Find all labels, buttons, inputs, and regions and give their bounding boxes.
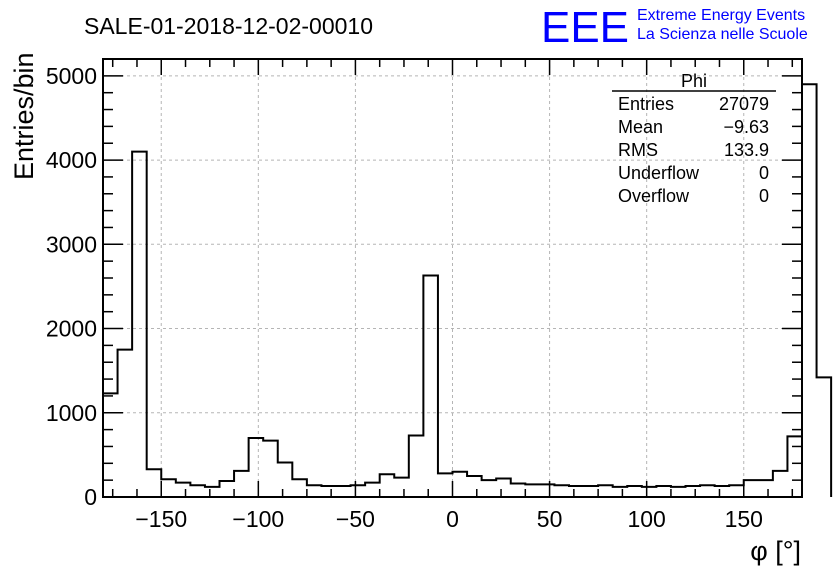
logo-text: EEE bbox=[541, 3, 629, 52]
x-tick-label: −150 bbox=[135, 506, 187, 532]
histogram-bin bbox=[584, 486, 599, 497]
y-tick-label: 1000 bbox=[46, 400, 97, 426]
histogram-bin bbox=[205, 487, 220, 497]
histogram-bin bbox=[438, 473, 453, 497]
histogram-bin bbox=[613, 487, 628, 497]
histogram-bin bbox=[758, 480, 773, 497]
x-tick-label: −100 bbox=[232, 506, 284, 532]
histogram-bin bbox=[278, 462, 293, 497]
stats-row-label: Overflow bbox=[618, 186, 690, 206]
histogram-bin bbox=[351, 485, 366, 497]
histogram-bin bbox=[642, 487, 657, 497]
histogram-bin bbox=[569, 486, 584, 497]
histogram-bin bbox=[380, 474, 395, 497]
histogram-bin bbox=[482, 480, 497, 497]
histogram-bin bbox=[525, 484, 540, 497]
histogram-bin bbox=[365, 483, 380, 497]
histogram-bin bbox=[744, 480, 759, 497]
histogram-bin bbox=[671, 487, 686, 497]
chart-title: SALE-01-2018-12-02-00010 bbox=[84, 13, 373, 39]
histogram-bin bbox=[787, 436, 802, 497]
x-tick-label: 50 bbox=[537, 506, 563, 532]
histogram-bin bbox=[453, 472, 468, 497]
histogram-bin bbox=[656, 486, 671, 497]
stats-row-value: 0 bbox=[759, 163, 769, 183]
y-tick-label: 0 bbox=[84, 484, 97, 510]
histogram-bin bbox=[118, 350, 133, 497]
histogram-bin bbox=[496, 478, 511, 497]
histogram-bin bbox=[394, 478, 409, 497]
histogram-bin bbox=[627, 486, 642, 497]
stats-box: Phi Entries 27079 Mean −9.63 RMS 133.9 Underfl… bbox=[612, 71, 776, 206]
stats-row-label: Entries bbox=[618, 94, 674, 114]
histogram-bin bbox=[132, 152, 147, 497]
histogram-outline bbox=[102, 83, 833, 497]
histogram-bin bbox=[686, 486, 701, 497]
x-tick-label: 0 bbox=[446, 506, 459, 532]
x-tick-label: 150 bbox=[725, 506, 763, 532]
x-tick-label: 100 bbox=[627, 506, 665, 532]
histogram-bin bbox=[249, 438, 264, 497]
histogram-bin bbox=[598, 485, 613, 497]
histogram-bin bbox=[729, 485, 744, 497]
y-tick-label: 4000 bbox=[46, 147, 97, 173]
histogram-bin bbox=[161, 479, 176, 497]
histogram-bin bbox=[409, 436, 424, 497]
histogram-bin bbox=[307, 485, 322, 497]
histogram-bin bbox=[321, 486, 336, 497]
histogram-bin bbox=[147, 469, 162, 497]
histogram-bin bbox=[190, 485, 205, 497]
eee-logo: EEE Extreme Energy Events La Scienza nel… bbox=[541, 3, 808, 52]
histogram-bin bbox=[263, 441, 278, 497]
histogram-bin bbox=[817, 377, 832, 497]
stats-row-value: −9.63 bbox=[723, 117, 769, 137]
histogram-bin bbox=[220, 481, 235, 497]
stats-row-value: 27079 bbox=[719, 94, 769, 114]
y-tick-label: 3000 bbox=[46, 231, 97, 257]
grid bbox=[103, 59, 802, 497]
stats-row-label: RMS bbox=[618, 140, 658, 160]
stats-row-label: Underflow bbox=[618, 163, 700, 183]
histogram-bin bbox=[176, 483, 191, 497]
x-tick-label: −50 bbox=[336, 506, 375, 532]
stats-title: Phi bbox=[681, 71, 707, 91]
stats-row-label: Mean bbox=[618, 117, 663, 137]
logo-line2: La Scienza nelle Scuole bbox=[637, 26, 808, 43]
histogram-bin bbox=[802, 84, 817, 497]
stats-row-value: 133.9 bbox=[724, 140, 769, 160]
histogram-bin bbox=[292, 479, 307, 497]
histogram-series bbox=[102, 83, 833, 497]
histogram-bin bbox=[773, 471, 788, 497]
stats-row-value: 0 bbox=[759, 186, 769, 206]
tick-labels: −150 −100 −50 0 50 100 150 0 1000 2000 3000 4000 500… bbox=[46, 63, 763, 532]
histogram-bin bbox=[234, 471, 249, 497]
histogram-bin bbox=[103, 393, 118, 497]
histogram-bin bbox=[554, 485, 569, 497]
y-axis-label: Entries/bin bbox=[9, 52, 39, 180]
y-tick-label: 2000 bbox=[46, 316, 97, 342]
y-tick-label: 5000 bbox=[46, 63, 97, 89]
axis-ticks bbox=[103, 58, 802, 498]
logo-line1: Extreme Energy Events bbox=[637, 7, 805, 24]
histogram-bin bbox=[336, 486, 351, 497]
histogram-bin bbox=[715, 486, 730, 497]
histogram-bin bbox=[540, 484, 555, 497]
x-axis-label: φ [°] bbox=[750, 536, 801, 566]
histogram-bin bbox=[423, 275, 438, 497]
histogram-bin bbox=[467, 476, 482, 497]
histogram-bin bbox=[700, 485, 715, 497]
histogram-bin bbox=[511, 484, 526, 497]
